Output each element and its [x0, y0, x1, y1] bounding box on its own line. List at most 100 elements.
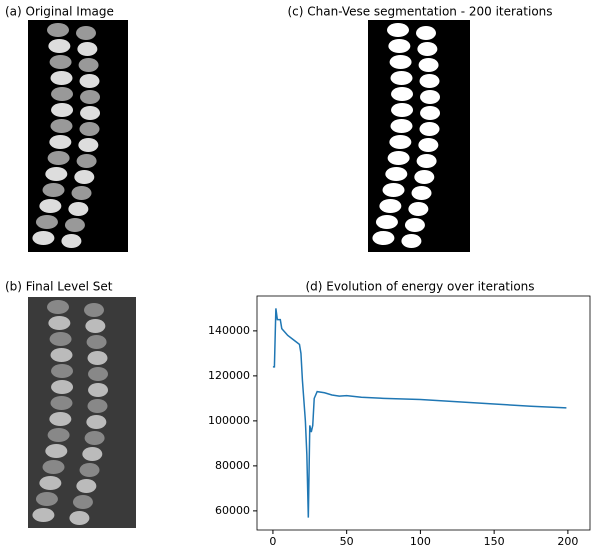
vertebra	[49, 412, 71, 426]
x-tick-label: 150	[484, 535, 505, 546]
vertebra	[49, 135, 71, 149]
vertebra	[390, 55, 412, 69]
vertebra	[36, 492, 58, 506]
vertebra	[76, 479, 96, 493]
vertebra	[389, 135, 411, 149]
vertebra	[72, 186, 92, 200]
vertebra	[86, 415, 106, 429]
vertebra	[51, 380, 73, 394]
vertebra	[84, 303, 104, 317]
vertebra	[48, 39, 70, 53]
vertebra	[419, 122, 439, 136]
figure: (a) Original Image (c) Chan-Vese segment…	[0, 0, 605, 546]
vertebra	[401, 234, 421, 248]
x-tick-label: 0	[269, 535, 276, 546]
vertebra	[50, 396, 72, 410]
vertebra	[412, 186, 432, 200]
vertebra	[80, 90, 100, 104]
chart-title: (d) Evolution of energy over iterations	[305, 280, 534, 294]
vertebra	[48, 428, 70, 442]
line	[273, 308, 566, 517]
vertebra	[417, 154, 437, 168]
vertebra	[420, 74, 440, 88]
y-tick-label: 80000	[215, 459, 250, 472]
vertebra	[65, 218, 85, 232]
vertebra	[39, 199, 61, 213]
vertebra	[79, 58, 99, 72]
vertebra	[43, 460, 65, 474]
vertebra	[420, 106, 440, 120]
vertebra	[68, 202, 88, 216]
vertebra	[372, 231, 394, 245]
x-tick-label: 100	[410, 535, 431, 546]
vertebra	[418, 138, 438, 152]
x-tick-label: 50	[340, 535, 354, 546]
vertebra	[87, 399, 107, 413]
vertebra	[414, 170, 434, 184]
vertebra	[50, 55, 72, 69]
vertebra	[80, 463, 100, 477]
vertebra	[45, 444, 67, 458]
vertebra	[48, 316, 70, 330]
vertebra	[77, 42, 97, 56]
y-tick-label: 100000	[208, 414, 250, 427]
panel-title: (a) Original Image	[5, 5, 114, 19]
vertebra	[51, 364, 73, 378]
vertebra	[51, 103, 73, 117]
vertebra	[36, 215, 58, 229]
vertebra	[78, 138, 98, 152]
vertebra	[32, 231, 54, 245]
vertebra	[385, 167, 407, 181]
vertebra	[420, 90, 440, 104]
vertebra	[50, 119, 72, 133]
vertebra	[47, 23, 69, 37]
vertebra	[388, 39, 410, 53]
vertebra	[88, 351, 108, 365]
y-tick-label: 120000	[208, 369, 250, 382]
vertebra	[416, 26, 436, 40]
y-tick-label: 140000	[208, 324, 250, 337]
vertebra	[48, 151, 70, 165]
vertebra	[45, 167, 67, 181]
vertebra	[74, 170, 94, 184]
vertebra	[51, 71, 73, 85]
vertebra	[85, 431, 105, 445]
vertebra	[39, 476, 61, 490]
vertebra	[88, 367, 108, 381]
vertebra	[85, 319, 105, 333]
panel-title: (c) Chan-Vese segmentation - 200 iterati…	[287, 5, 552, 19]
vertebra	[32, 508, 54, 522]
plot-frame	[257, 296, 590, 530]
vertebra	[391, 103, 413, 117]
vertebra	[73, 495, 93, 509]
vertebra	[391, 71, 413, 85]
vertebra	[417, 42, 437, 56]
vertebra	[388, 151, 410, 165]
vertebra	[47, 300, 69, 314]
vertebra	[408, 202, 428, 216]
vertebra	[405, 218, 425, 232]
vertebra	[76, 26, 96, 40]
vertebra	[82, 447, 102, 461]
vertebra	[61, 234, 81, 248]
vertebra	[80, 106, 100, 120]
panel-title: (b) Final Level Set	[5, 280, 113, 294]
y-tick-label: 60000	[215, 504, 250, 517]
vertebra	[376, 215, 398, 229]
vertebra	[87, 335, 107, 349]
vertebra	[390, 119, 412, 133]
vertebra	[383, 183, 405, 197]
vertebra	[88, 383, 108, 397]
vertebra	[419, 58, 439, 72]
vertebra	[80, 74, 100, 88]
vertebra	[43, 183, 65, 197]
vertebra	[51, 87, 73, 101]
vertebra	[387, 23, 409, 37]
vertebra	[77, 154, 97, 168]
vertebra	[51, 348, 73, 362]
vertebra	[379, 199, 401, 213]
vertebra	[69, 511, 89, 525]
x-tick-label: 200	[557, 535, 578, 546]
vertebra	[79, 122, 99, 136]
vertebra	[391, 87, 413, 101]
